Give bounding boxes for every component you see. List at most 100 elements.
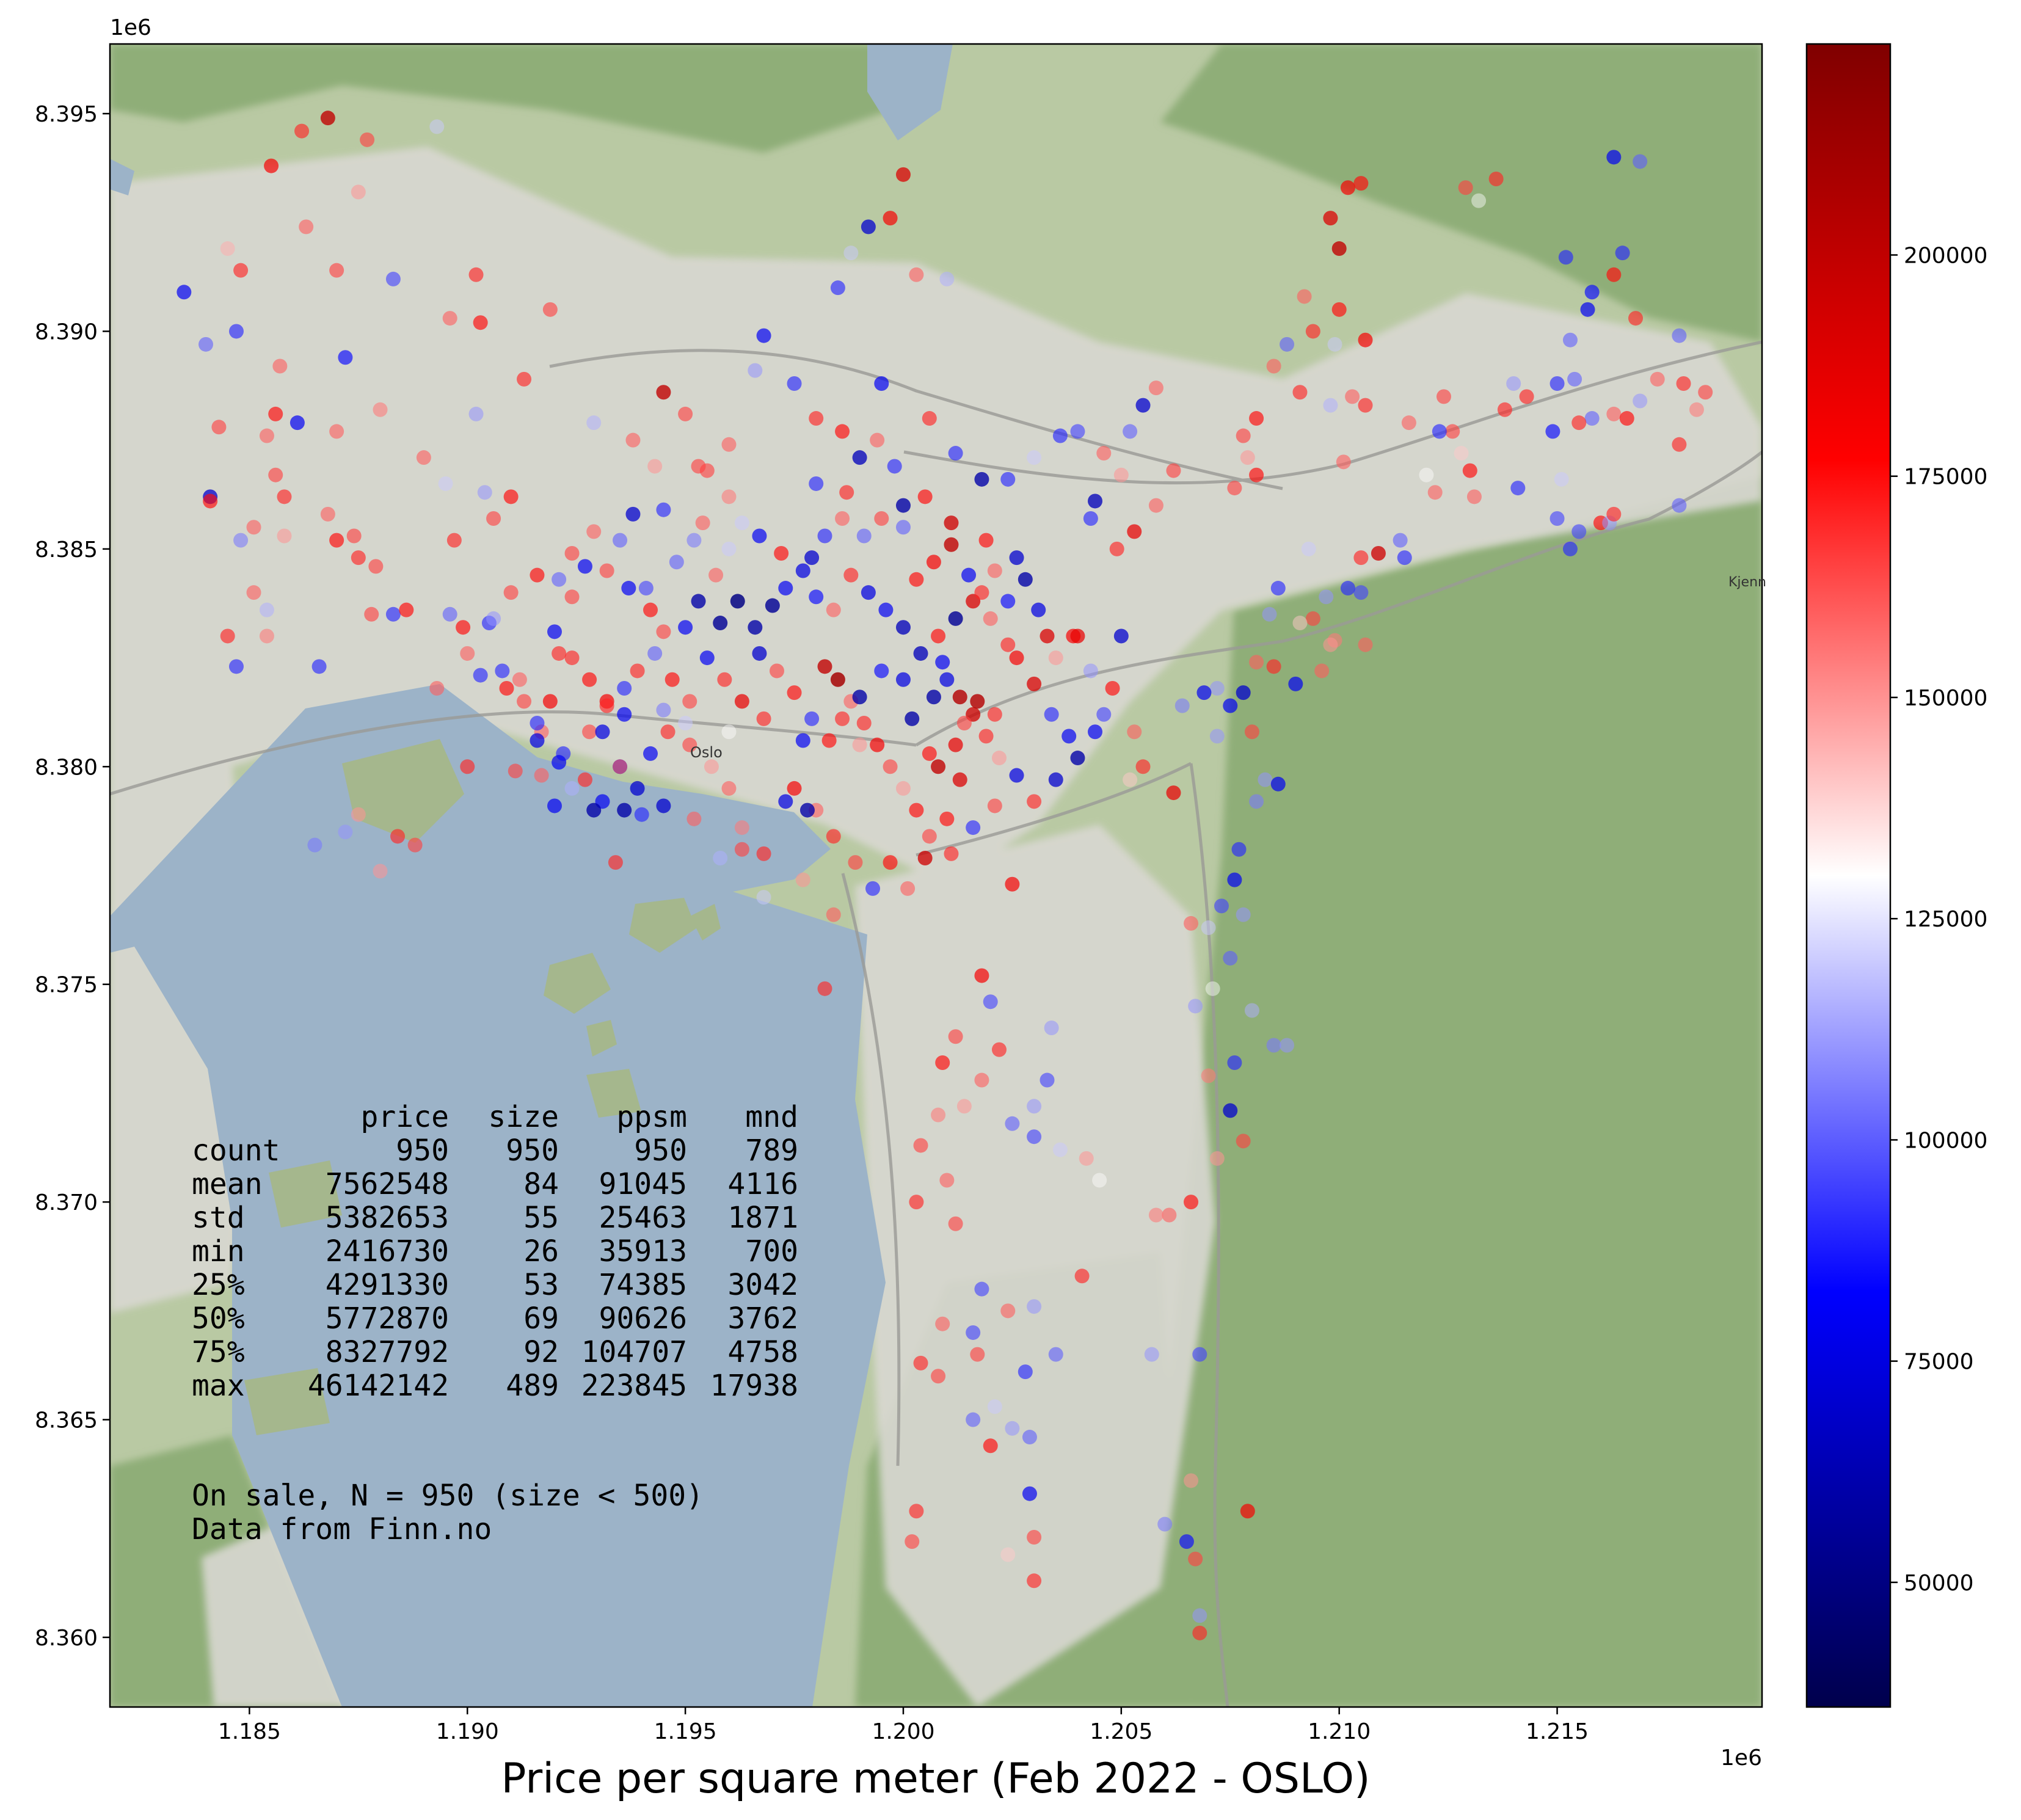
scatter-point	[843, 246, 858, 260]
scatter-point	[1314, 663, 1329, 678]
scatter-point	[460, 646, 475, 661]
scatter-point	[721, 781, 736, 796]
scatter-point	[787, 685, 802, 700]
scatter-point	[1162, 1208, 1176, 1223]
table-column-header: price	[361, 1100, 450, 1134]
y-tick-label: 8.365	[35, 1408, 98, 1433]
scatter-point	[233, 263, 248, 278]
scatter-point	[1027, 677, 1041, 691]
scatter-point	[1179, 1534, 1194, 1549]
scatter-point	[700, 650, 715, 665]
scatter-point	[229, 659, 244, 674]
scatter-point	[347, 528, 362, 543]
scatter-point	[974, 472, 989, 487]
scatter-point	[1010, 550, 1024, 565]
scatter-point	[1044, 1021, 1059, 1035]
scatter-point	[1559, 250, 1573, 264]
x-axis-title: Price per square meter (Feb 2022 - OSLO)	[501, 1755, 1370, 1803]
scatter-point	[1258, 773, 1272, 787]
table-cell: 4758	[727, 1335, 798, 1369]
table-cell: 46142142	[308, 1369, 449, 1403]
scatter-point	[1437, 389, 1451, 404]
scatter-point	[927, 690, 941, 704]
scatter-point	[796, 733, 810, 748]
scatter-point	[1166, 464, 1181, 478]
x-offset-label: 1e6	[1721, 1745, 1762, 1771]
scatter-point	[299, 219, 313, 234]
scatter-point	[1633, 394, 1647, 409]
scatter-point	[1000, 638, 1015, 652]
y-tick-label: 8.370	[35, 1190, 98, 1215]
y-tick-label: 8.375	[35, 973, 98, 998]
scatter-point	[909, 1195, 923, 1209]
scatter-point	[804, 712, 819, 726]
scatter-point	[272, 359, 287, 373]
scatter-point	[949, 1217, 963, 1231]
scatter-point	[735, 820, 749, 835]
scatter-point	[1445, 424, 1460, 439]
scatter-point	[1027, 1573, 1041, 1588]
scatter-point	[1249, 468, 1264, 482]
scatter-point	[565, 781, 580, 796]
scatter-point	[809, 411, 823, 426]
colorbar-tick-label: 50000	[1904, 1571, 1974, 1596]
scatter-point	[1419, 468, 1433, 482]
table-cell: 5382653	[326, 1201, 449, 1235]
y-tick-label: 8.395	[35, 102, 98, 127]
scatter-point	[351, 807, 366, 822]
scatter-point	[730, 594, 745, 608]
scatter-point	[765, 599, 780, 613]
scatter-point	[988, 798, 1002, 813]
scatter-point	[647, 459, 662, 473]
scatter-point	[1271, 581, 1286, 595]
scatter-point	[277, 528, 291, 543]
scatter-point	[582, 672, 597, 687]
scatter-point	[721, 489, 736, 504]
scatter-point	[1292, 616, 1307, 630]
table-cell: 104707	[581, 1335, 687, 1369]
scatter-point	[713, 616, 727, 630]
scatter-point	[1210, 1151, 1225, 1166]
scatter-point	[1192, 1608, 1207, 1623]
scatter-point	[721, 542, 736, 556]
scatter-point	[1149, 380, 1163, 395]
scatter-point	[1227, 1055, 1242, 1070]
scatter-point	[643, 746, 658, 761]
scatter-point	[321, 111, 335, 125]
scatter-point	[1280, 337, 1294, 352]
table-cell: 2416730	[326, 1234, 449, 1269]
colorbar-tick-label: 200000	[1904, 243, 1987, 268]
scatter-point	[1402, 415, 1416, 430]
scatter-point	[617, 681, 632, 696]
scatter-point	[613, 759, 627, 774]
table-column-header: size	[488, 1100, 559, 1134]
scatter-point	[1323, 211, 1338, 225]
scatter-point	[1114, 628, 1129, 643]
scatter-point	[1262, 607, 1276, 622]
scatter-point	[290, 415, 305, 430]
scatter-point	[460, 759, 475, 774]
scatter-point	[957, 1099, 972, 1113]
scatter-point	[547, 624, 562, 639]
scatter-point	[748, 620, 762, 635]
table-cell: 91045	[599, 1167, 688, 1201]
scatter-point	[1506, 376, 1521, 391]
scatter-point	[1044, 707, 1059, 722]
scatter-point	[1332, 302, 1347, 317]
scatter-point	[547, 798, 562, 813]
scatter-point	[329, 533, 344, 548]
scatter-point	[896, 672, 911, 687]
scatter-point	[909, 803, 923, 818]
scatter-point	[1345, 389, 1360, 404]
scatter-point	[233, 533, 248, 548]
scatter-point	[922, 746, 937, 761]
scatter-point	[586, 415, 601, 430]
scatter-point	[818, 659, 832, 674]
colorbar-tick-label: 150000	[1904, 686, 1987, 711]
scatter-point	[294, 124, 309, 139]
scatter-point	[486, 611, 501, 626]
scatter-point	[1371, 546, 1386, 561]
scatter-point	[517, 694, 531, 708]
scatter-point	[1049, 773, 1063, 787]
table-row-label: 25%	[192, 1268, 245, 1302]
